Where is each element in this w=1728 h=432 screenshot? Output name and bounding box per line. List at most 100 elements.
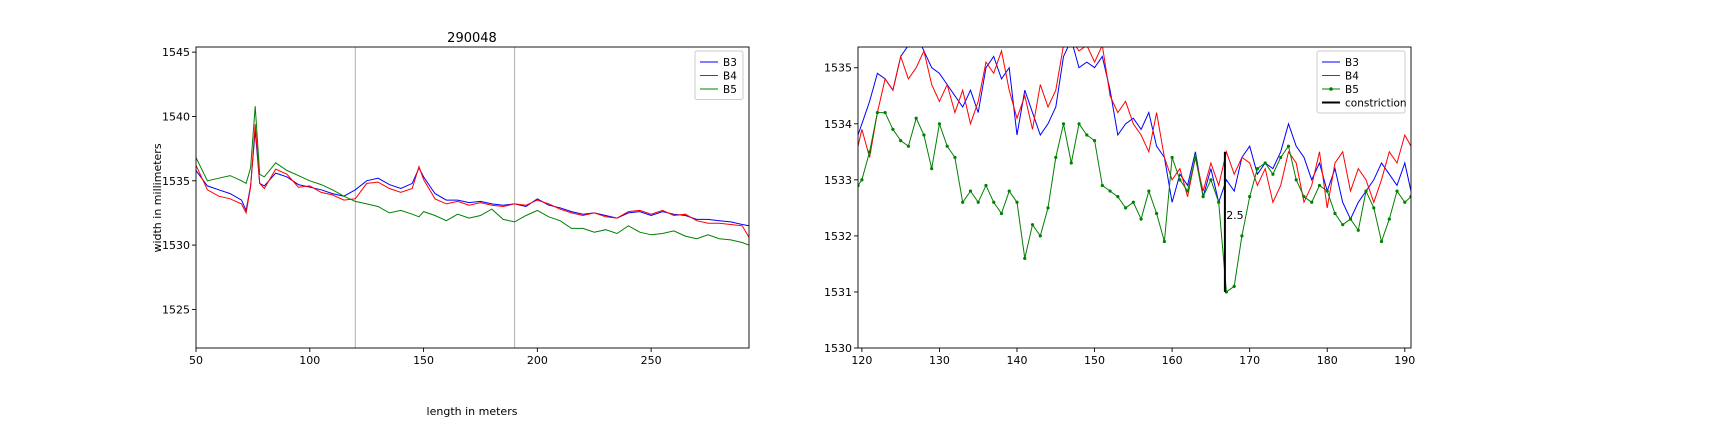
series-point-b5 <box>1077 122 1081 126</box>
series-point-b5 <box>1302 195 1306 199</box>
plot-area-1 <box>858 47 1411 294</box>
series-point-b5 <box>1240 234 1244 238</box>
left-chart-title: 290048 <box>447 31 497 46</box>
series-point-b5 <box>1395 189 1399 193</box>
x-tick-label: 190 <box>1394 354 1415 367</box>
x-tick-label: 160 <box>1162 354 1183 367</box>
series-point-b5 <box>1170 155 1174 160</box>
series-point-b5 <box>1317 183 1322 188</box>
series-point-b5 <box>875 110 879 115</box>
legend-label-b5: B5 <box>723 84 737 96</box>
series-point-b5 <box>1341 223 1345 227</box>
series-point-b5 <box>953 155 957 160</box>
legend-box <box>1316 50 1406 114</box>
y-tick-label: 1540 <box>162 110 190 123</box>
series-point-b5 <box>1372 206 1376 210</box>
series-point-b5 <box>992 200 996 204</box>
series-point-b5 <box>1193 155 1197 160</box>
series-point-b5 <box>1232 284 1236 288</box>
series-point-b5 <box>1131 200 1135 204</box>
series-point-b5 <box>1007 189 1011 193</box>
legend-marker <box>1329 87 1333 91</box>
series-point-b5 <box>968 189 973 193</box>
series-point-b5 <box>1201 195 1205 199</box>
x-tick-label: 120 <box>851 354 872 367</box>
series-point-b5 <box>1387 217 1391 221</box>
x-tick-label: 250 <box>641 354 662 367</box>
x-tick-label: 130 <box>929 354 950 367</box>
legend-label-b4: B4 <box>1345 71 1359 83</box>
series-line-b4 <box>196 124 749 238</box>
series-point-b5 <box>1030 223 1035 227</box>
series-point-b5 <box>984 183 988 188</box>
series-point-b5 <box>1248 195 1252 199</box>
y-tick-label: 1525 <box>162 303 190 316</box>
y-tick-label: 1530 <box>824 342 852 355</box>
series-point-b5 <box>899 139 903 143</box>
y-tick-label: 1533 <box>824 174 852 187</box>
y-tick-label: 1535 <box>162 175 190 188</box>
series-point-b5 <box>860 178 864 182</box>
series-point-b5 <box>1294 178 1298 182</box>
series-point-b5 <box>1139 217 1143 221</box>
series-point-b5 <box>1038 234 1042 238</box>
legend-label-b4: B4 <box>723 71 737 83</box>
series-point-b5 <box>1155 211 1159 216</box>
series-point-b5 <box>1108 189 1112 193</box>
plot-frame-1 <box>857 46 1412 349</box>
x-tick-label: 150 <box>1084 354 1105 367</box>
series-point-b5 <box>922 133 926 137</box>
legend-label-b3: B3 <box>723 57 737 69</box>
series-point-b5 <box>1325 189 1329 193</box>
series-point-b5 <box>1279 155 1283 160</box>
series-point-b5 <box>1061 122 1066 126</box>
series-point-b5 <box>1379 239 1384 244</box>
series-point-b5 <box>914 116 918 120</box>
series-point-b5 <box>1147 189 1151 193</box>
series-point-b5 <box>1069 161 1073 165</box>
series-point-b5 <box>1116 195 1120 199</box>
series-point-b5 <box>1162 239 1166 244</box>
series-point-b5 <box>1364 189 1368 193</box>
x-tick-label: 170 <box>1239 354 1260 367</box>
series-point-b5 <box>1186 189 1190 193</box>
series-point-b5 <box>1333 211 1337 216</box>
plot-area-0 <box>196 47 749 348</box>
series-point-b5 <box>1348 217 1353 221</box>
y-tick-label: 1530 <box>162 239 190 252</box>
series-point-b5 <box>1015 200 1019 204</box>
series-line-b5 <box>196 106 749 246</box>
legend-label-b5: B5 <box>1345 84 1359 96</box>
left-chart: 290048 length in meters width in millime… <box>151 31 750 418</box>
plot-frame-0 <box>195 46 750 349</box>
y-tick-label: 1545 <box>162 46 190 59</box>
right-chart: 2.5 120 130 140 150 160 170 180 190 1530 1531 1532 1… <box>824 46 1415 367</box>
y-tick-label: 1531 <box>824 286 852 299</box>
annotation-label: 2.5 <box>1226 209 1244 222</box>
series-point-b5 <box>945 144 949 148</box>
x-tick-label: 200 <box>527 354 548 367</box>
series-line-b4 <box>858 47 1411 208</box>
series-point-b5 <box>937 122 942 126</box>
series-point-b5 <box>906 144 911 148</box>
x-tick-label: 150 <box>413 354 434 367</box>
series-point-b5 <box>1100 183 1104 188</box>
y-tick-label: 1532 <box>824 230 852 243</box>
legend-label-constriction: constriction <box>1345 98 1407 110</box>
series-point-b5 <box>1286 144 1291 148</box>
legend-box <box>694 50 744 100</box>
series-point-b5 <box>1263 161 1267 165</box>
series-point-b5 <box>891 127 895 131</box>
series-point-b5 <box>930 167 934 171</box>
y-tick-label: 1534 <box>824 118 852 131</box>
y-tick-label: 1535 <box>824 62 852 75</box>
series-point-b5 <box>1054 155 1058 160</box>
series-point-b5 <box>1403 200 1407 204</box>
series-point-b5 <box>1310 200 1314 204</box>
series-point-b5 <box>1046 206 1050 210</box>
series-point-b5 <box>999 211 1004 216</box>
series-point-b5 <box>1123 206 1128 210</box>
